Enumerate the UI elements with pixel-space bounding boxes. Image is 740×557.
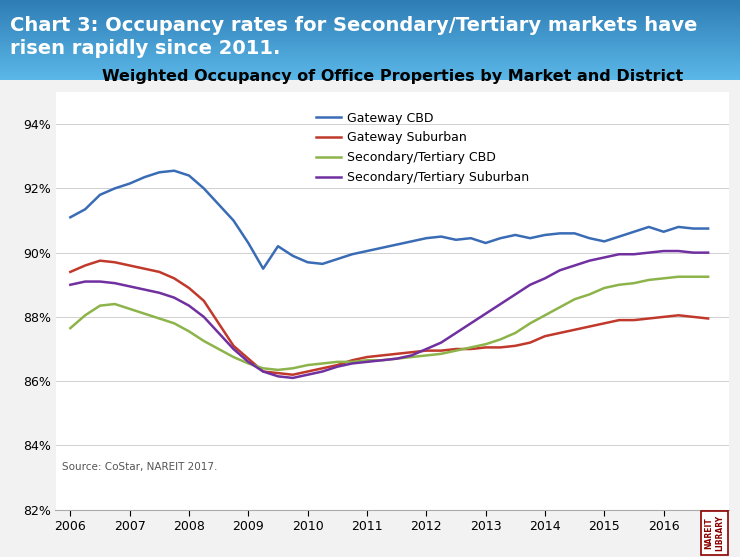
Text: NAREIT
LIBRARY: NAREIT LIBRARY <box>704 515 724 551</box>
Text: Chart 3: Occupancy rates for Secondary/Tertiary markets have
risen rapidly since: Chart 3: Occupancy rates for Secondary/T… <box>10 16 697 58</box>
Title: Weighted Occupancy of Office Properties by Market and District: Weighted Occupancy of Office Properties … <box>101 69 683 84</box>
Text: Source: CoStar, NAREIT 2017.: Source: CoStar, NAREIT 2017. <box>62 462 218 472</box>
Legend: Gateway CBD, Gateway Suburban, Secondary/Tertiary CBD, Secondary/Tertiary Suburb: Gateway CBD, Gateway Suburban, Secondary… <box>311 106 534 189</box>
